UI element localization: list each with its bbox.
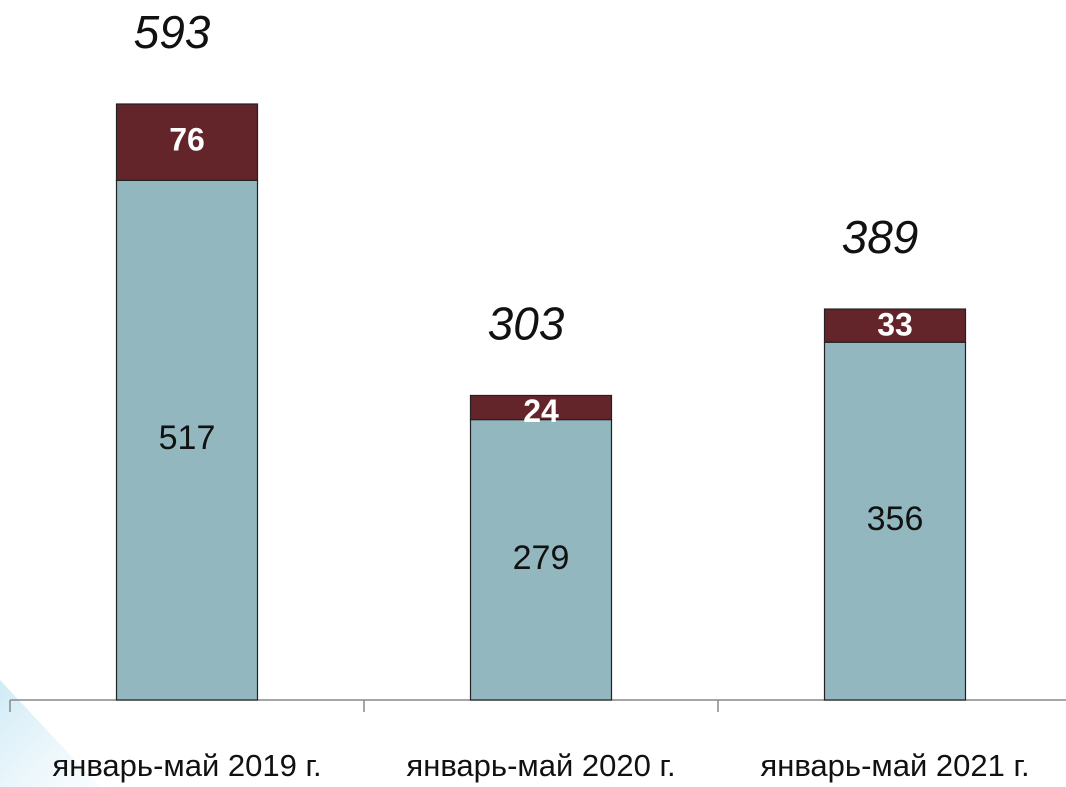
total-label: 389 xyxy=(842,211,919,263)
bar-segment xyxy=(823,308,967,343)
value-label: 517 xyxy=(159,419,216,457)
total-label: 593 xyxy=(134,6,211,58)
value-label: 76 xyxy=(169,122,205,158)
bar-segment xyxy=(469,418,613,701)
value-label: 356 xyxy=(867,500,924,538)
x-tick-label: январь-май 2019 г. xyxy=(52,748,321,783)
bar-segment xyxy=(823,341,967,701)
x-tick-label: январь-май 2021 г. xyxy=(760,748,1029,783)
value-label: 33 xyxy=(877,306,913,342)
value-label: 24 xyxy=(523,393,559,429)
x-tick-label: январь-май 2020 г. xyxy=(406,748,675,783)
value-label: 279 xyxy=(513,539,570,577)
total-label: 303 xyxy=(488,298,565,350)
bar-segment xyxy=(115,103,259,181)
bar-segment xyxy=(115,179,259,701)
background-decoration xyxy=(0,680,100,787)
bar-segment xyxy=(469,394,613,421)
